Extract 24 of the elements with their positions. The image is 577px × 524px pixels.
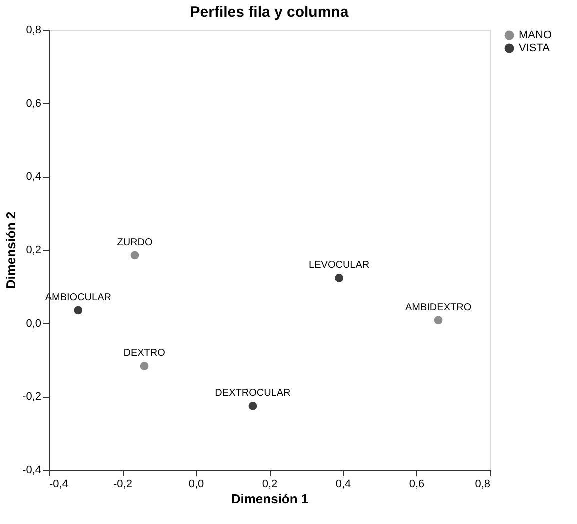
y-tick-label: -0,2	[22, 391, 42, 404]
y-tick-label: 0,4	[26, 171, 42, 184]
y-tick-label: 0,6	[26, 98, 42, 110]
annotation: DEXTROCULAR	[215, 388, 291, 400]
y-tick-label: 0,2	[26, 244, 42, 256]
x-tick-label: 0,6	[409, 478, 425, 490]
annotation: LEVOCULAR	[309, 260, 370, 272]
annotation: ZURDO	[117, 238, 153, 248]
annotation: AMBIDEXTRO	[405, 302, 472, 314]
x-tick-label: -0,4	[50, 478, 68, 490]
y-tick-label: 0,0	[26, 318, 42, 330]
x-tick-label: 0,2	[262, 478, 278, 490]
chart-title: Perfiles fila y columna	[190, 4, 350, 21]
annotation: DEXTRO	[124, 348, 166, 360]
y-axis-title: Dimensión 2	[4, 212, 19, 290]
legend-label: VISTA	[519, 42, 551, 54]
x-axis-title: Dimensión 1	[231, 492, 309, 506]
x-tick-label: -0,2	[114, 478, 132, 490]
x-tick-label: 0,4	[336, 478, 352, 490]
legend-label: MANO	[519, 30, 552, 42]
y-tick-label: 0,8	[26, 24, 42, 36]
x-tick-label: 0,0	[188, 478, 204, 490]
y-tick-label: -0,4	[22, 464, 42, 476]
x-tick-label: 0,8	[475, 478, 490, 490]
